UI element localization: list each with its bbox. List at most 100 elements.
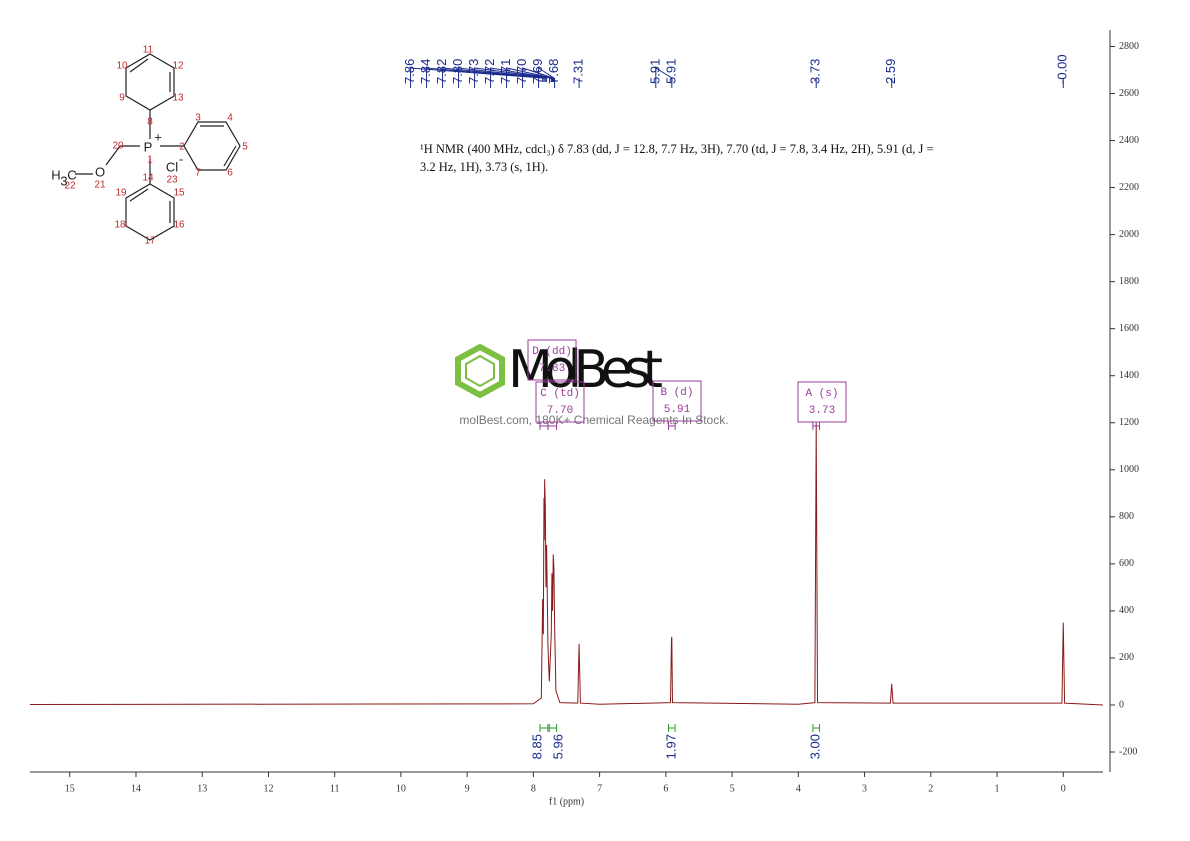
y-tick-label: 1800 (1119, 276, 1139, 287)
x-tick-label: 1 (995, 783, 1000, 794)
x-tick-label: 2 (928, 783, 933, 794)
y-tick-label: 400 (1119, 605, 1134, 616)
peak-leader (538, 67, 555, 88)
atom-number: 11 (143, 45, 154, 56)
peak-label: 7.86 (402, 59, 417, 84)
peak-label: 7.68 (546, 59, 561, 84)
multiplet-box (535, 381, 585, 423)
x-tick-label: 7 (597, 783, 602, 794)
peak-label: 7.70 (514, 59, 529, 84)
peak-leader (490, 67, 553, 88)
watermark-brand: MolBest (508, 340, 663, 400)
x-tick-label: 3 (862, 783, 867, 794)
molecule (75, 53, 241, 241)
atom-number: 18 (114, 220, 126, 231)
ring (125, 53, 175, 111)
multiplet-label: B (d) (660, 387, 693, 399)
y-tick-label: 1600 (1119, 323, 1139, 334)
logo (465, 354, 495, 388)
peak-leader (522, 67, 554, 88)
x-tick-label: 10 (396, 783, 406, 794)
multiplet-value: 7.70 (547, 405, 573, 417)
multiplet-range (668, 422, 676, 430)
x-tick-label: 11 (330, 783, 340, 794)
watermark (455, 343, 505, 399)
atom-number: 2 (179, 142, 185, 153)
multiplet-value: 7.83 (539, 363, 565, 375)
integral-range (812, 724, 821, 732)
atom-number: 7 (195, 168, 201, 179)
atom-number: 17 (144, 236, 156, 247)
x-tick-label: 15 (65, 783, 75, 794)
peak-label: 7.80 (450, 59, 465, 84)
atom-number: 5 (242, 142, 248, 153)
atom-number: 16 (173, 220, 185, 231)
y-tick-label: 2800 (1119, 41, 1139, 52)
y-tick-label: 1000 (1119, 464, 1139, 475)
x-tick-label: 6 (663, 783, 668, 794)
spectrum-line (29, 422, 1104, 706)
nmr-description: 3.2 Hz, 1H), 3.73 (s, 1H). (420, 160, 548, 174)
watermark-tagline: molBest.com, 180K+ Chemical Reagents In … (459, 413, 728, 427)
y-tick-label: -200 (1119, 746, 1137, 757)
y-tick-label: 0 (1119, 699, 1124, 710)
multiplet-box (527, 339, 577, 381)
peak-label: -0.00 (1055, 54, 1070, 84)
peak-leader (458, 67, 548, 88)
multiplet-label: C (td) (540, 388, 580, 400)
peak-label: 7.69 (530, 59, 545, 84)
x-tick-label: 4 (796, 783, 801, 794)
integral-value: 3.00 (808, 734, 823, 759)
y-tick-label: 1200 (1119, 417, 1139, 428)
peak-label: 7.84 (418, 59, 433, 84)
peak-label: 5.91 (663, 59, 678, 84)
atom-number: 6 (227, 168, 233, 179)
peak-leader (474, 67, 552, 88)
atom-number: 14 (142, 173, 154, 184)
multiplet-box (652, 380, 702, 422)
integral-value: 1.97 (663, 734, 678, 759)
integral-value: 5.96 (550, 734, 565, 759)
peak-label: 7.72 (482, 59, 497, 84)
x-axis-label: f1 (ppm) (549, 796, 584, 807)
x-tick-label: 5 (730, 783, 735, 794)
atom-number: 22 (64, 181, 76, 192)
atom-number: 15 (173, 188, 185, 199)
atom-label: O (95, 164, 105, 179)
logo (455, 343, 505, 399)
nmr-description: ¹H NMR (400 MHz, cdcl₃) δ 7.83 (dd, J = … (420, 142, 934, 156)
bond (105, 145, 121, 166)
atom-label: + (154, 129, 162, 144)
x-tick-label: 0 (1061, 783, 1066, 794)
ring (183, 121, 241, 171)
x-tick-label: 9 (465, 783, 470, 794)
y-tick-label: 200 (1119, 652, 1134, 663)
multiplet-label: A (s) (805, 388, 838, 400)
multiplet-range (547, 422, 558, 430)
atom-number: 12 (172, 61, 184, 72)
atom-label: H (51, 167, 60, 182)
integral-range (668, 724, 676, 732)
atom-number: 13 (172, 93, 184, 104)
double-bond (129, 188, 149, 202)
atom-number: 1 (147, 155, 153, 166)
x-tick-label: 8 (531, 783, 536, 794)
y-tick-label: 2000 (1119, 229, 1139, 240)
double-bond (129, 58, 149, 73)
multiplet-value: 3.73 (809, 405, 835, 417)
atom-label: - (179, 151, 183, 166)
x-tick-label: 12 (263, 783, 273, 794)
atom-number: 19 (115, 188, 127, 199)
y-tick-label: 800 (1119, 511, 1134, 522)
atom-number: 8 (147, 117, 153, 128)
atom-number: 20 (112, 141, 124, 152)
y-tick-label: 2400 (1119, 135, 1139, 146)
y-tick-label: 600 (1119, 558, 1134, 569)
peak-label: 7.82 (434, 59, 449, 84)
peak-leader (426, 67, 545, 88)
atom-label: Cl (166, 159, 178, 174)
atom-number: 10 (116, 61, 128, 72)
peak-label: 3.73 (808, 59, 823, 84)
peak-label: 7.71 (498, 59, 513, 84)
